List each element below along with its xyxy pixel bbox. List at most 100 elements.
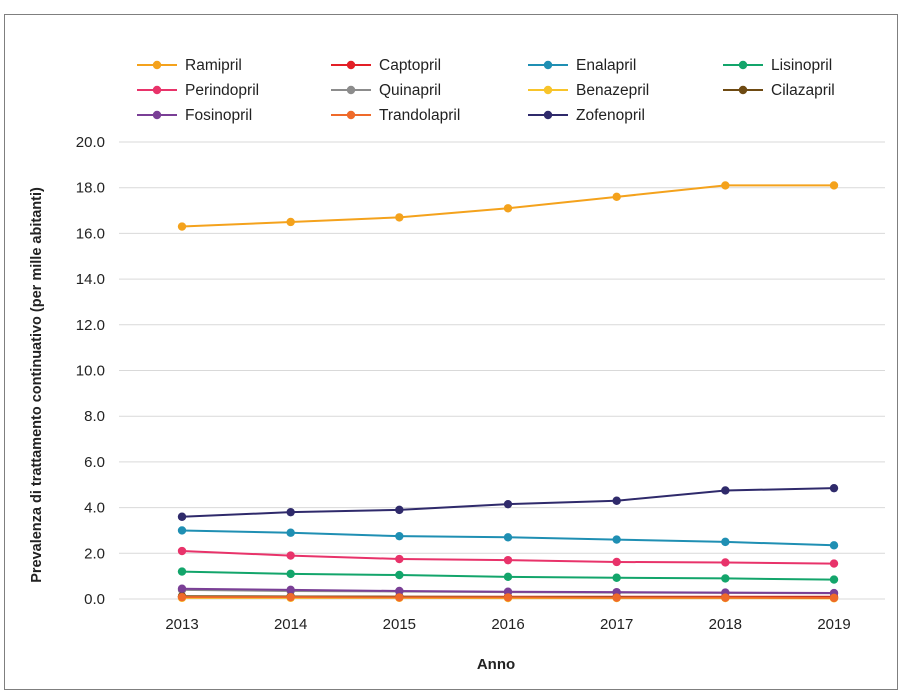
data-point <box>395 532 403 540</box>
legend-item-benazepril: Benazepril <box>528 82 649 99</box>
legend-label: Fosinopril <box>185 107 252 124</box>
data-point <box>286 586 294 594</box>
legend-marker <box>544 61 552 69</box>
data-point <box>830 484 838 492</box>
legend-label: Perindopril <box>185 82 259 99</box>
data-point <box>612 193 620 201</box>
data-point <box>721 593 729 601</box>
series-lisinopril <box>178 567 838 583</box>
data-point <box>395 593 403 601</box>
data-point <box>178 526 186 534</box>
y-tick-label: 16.0 <box>76 225 105 242</box>
gridlines <box>119 142 885 599</box>
data-point <box>395 213 403 221</box>
x-tick-label: 2018 <box>709 616 742 633</box>
data-point <box>504 556 512 564</box>
data-point <box>612 593 620 601</box>
data-point <box>395 571 403 579</box>
legend-label: Ramipril <box>185 57 242 74</box>
legend-marker <box>347 86 355 94</box>
legend-label: Quinapril <box>379 82 441 99</box>
y-tick-label: 6.0 <box>84 454 105 471</box>
x-axis-label: Anno <box>477 656 515 673</box>
data-point <box>612 558 620 566</box>
data-point <box>286 508 294 516</box>
x-tick-label: 2019 <box>817 616 850 633</box>
legend-item-cilazapril: Cilazapril <box>723 82 835 99</box>
y-tick-label: 10.0 <box>76 363 105 380</box>
legend-item-enalapril: Enalapril <box>528 57 636 74</box>
legend-label: Cilazapril <box>771 82 835 99</box>
series-zofenopril <box>178 484 838 521</box>
data-point <box>504 204 512 212</box>
legend-label: Enalapril <box>576 57 636 74</box>
legend-item-quinapril: Quinapril <box>331 82 441 99</box>
data-point <box>178 593 186 601</box>
y-tick-label: 18.0 <box>76 180 105 197</box>
legend-item-trandolapril: Trandolapril <box>331 107 460 124</box>
legend-item-lisinopril: Lisinopril <box>723 57 832 74</box>
series-enalapril <box>178 526 838 549</box>
legend-marker <box>153 111 161 119</box>
legend-item-zofenopril: Zofenopril <box>528 107 645 124</box>
y-axis-label: Prevalenza di trattamento continuativo (… <box>29 187 45 583</box>
series-ramipril <box>178 181 838 231</box>
data-point <box>178 222 186 230</box>
legend-marker <box>739 61 747 69</box>
data-point <box>286 218 294 226</box>
y-tick-label: 12.0 <box>76 317 105 334</box>
data-point <box>395 555 403 563</box>
y-tick-label: 20.0 <box>76 134 105 151</box>
data-point <box>504 500 512 508</box>
data-point <box>612 574 620 582</box>
data-point <box>721 181 729 189</box>
series-trandolapril <box>178 593 838 602</box>
legend-marker <box>544 86 552 94</box>
data-point <box>286 529 294 537</box>
y-tick-label: 14.0 <box>76 271 105 288</box>
data-point <box>830 541 838 549</box>
legend-item-fosinopril: Fosinopril <box>137 107 252 124</box>
legend-label: Captopril <box>379 57 441 74</box>
data-point <box>504 573 512 581</box>
x-axis-ticks: 2013 2014 2015 2016 2017 2018 2019 <box>165 616 850 633</box>
legend-item-perindopril: Perindopril <box>137 82 259 99</box>
legend: Ramipril Captopril Enalapril Lisinopril Peri… <box>137 57 835 124</box>
legend-label: Zofenopril <box>576 107 645 124</box>
data-point <box>721 558 729 566</box>
data-point <box>178 567 186 575</box>
data-point <box>286 593 294 601</box>
x-tick-label: 2016 <box>491 616 524 633</box>
legend-marker <box>347 61 355 69</box>
data-point <box>504 533 512 541</box>
data-point <box>721 574 729 582</box>
x-tick-label: 2017 <box>600 616 633 633</box>
legend-marker <box>347 111 355 119</box>
chart-frame: Ramipril Captopril Enalapril Lisinopril Peri… <box>4 14 898 690</box>
data-point <box>721 486 729 494</box>
x-tick-label: 2014 <box>274 616 307 633</box>
y-tick-label: 2.0 <box>84 545 105 562</box>
x-tick-label: 2015 <box>383 616 416 633</box>
data-point <box>830 559 838 567</box>
data-point <box>721 538 729 546</box>
legend-label: Benazepril <box>576 82 649 99</box>
data-point <box>830 594 838 602</box>
legend-marker <box>544 111 552 119</box>
line-chart: Ramipril Captopril Enalapril Lisinopril Peri… <box>5 15 897 689</box>
data-point <box>178 547 186 555</box>
y-tick-label: 4.0 <box>84 500 105 517</box>
data-point <box>612 535 620 543</box>
data-point <box>178 513 186 521</box>
series-lines <box>178 181 838 602</box>
data-point <box>395 506 403 514</box>
y-tick-label: 8.0 <box>84 408 105 425</box>
legend-item-captopril: Captopril <box>331 57 441 74</box>
legend-label: Lisinopril <box>771 57 832 74</box>
data-point <box>504 593 512 601</box>
data-point <box>830 575 838 583</box>
x-tick-label: 2013 <box>165 616 198 633</box>
y-axis-ticks: 0.02.04.06.08.010.012.014.016.018.020.0 <box>76 134 105 608</box>
data-point <box>178 585 186 593</box>
series-perindopril <box>178 547 838 568</box>
